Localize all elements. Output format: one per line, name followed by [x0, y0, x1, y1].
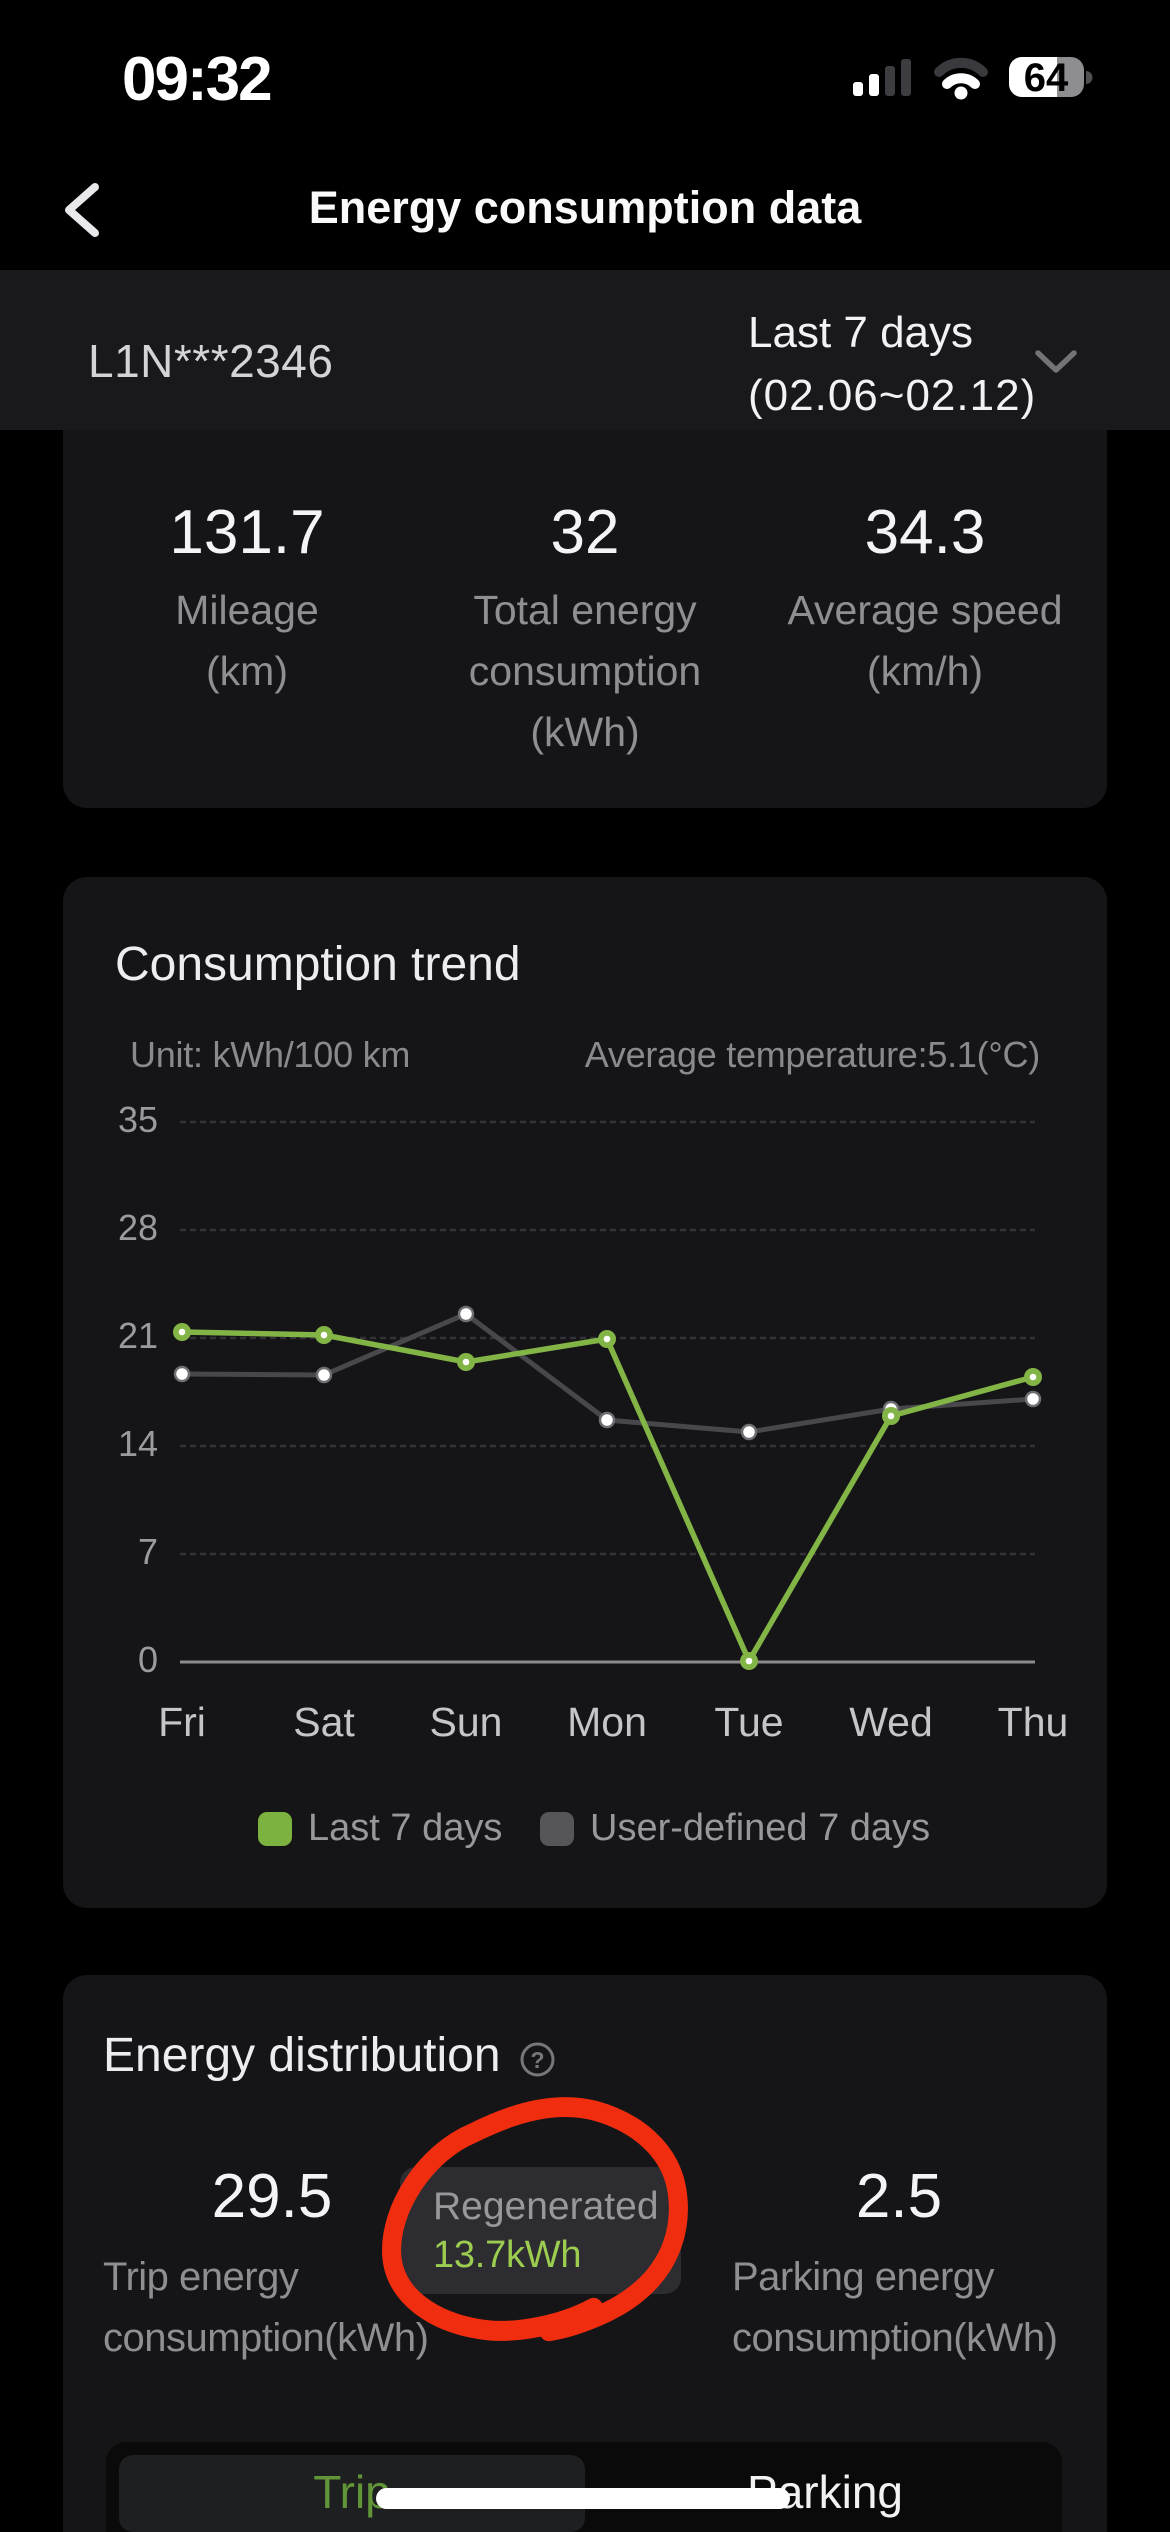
svg-text:64: 64 — [1024, 56, 1069, 100]
svg-text:?: ? — [530, 2047, 544, 2073]
